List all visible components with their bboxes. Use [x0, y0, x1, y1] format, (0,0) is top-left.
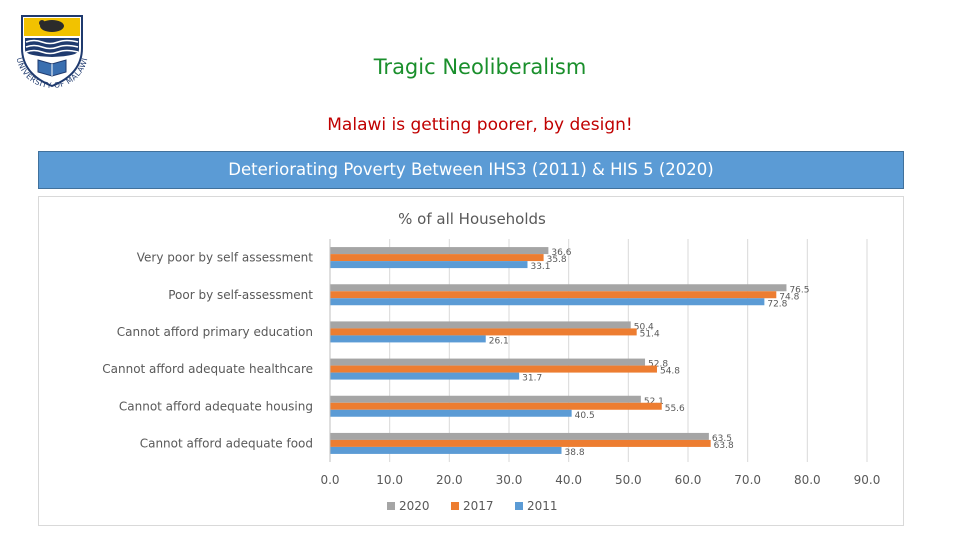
bar: [330, 409, 572, 417]
bar: [330, 335, 486, 343]
bar: [330, 321, 631, 329]
x-tick-label: 70.0: [734, 473, 761, 487]
bar: [330, 247, 549, 255]
bar: [330, 358, 646, 366]
x-tick-label: 90.0: [854, 473, 881, 487]
x-tick-label: 50.0: [615, 473, 642, 487]
x-tick-label: 80.0: [794, 473, 821, 487]
bar: [330, 365, 657, 373]
category-label: Cannot afford primary education: [117, 325, 313, 339]
category-label: Poor by self-assessment: [168, 288, 313, 302]
legend-label: 2011: [527, 499, 558, 513]
data-label: 38.8: [565, 448, 585, 458]
university-crest-icon: UNIVERSITY OF MALAWI: [15, 15, 89, 90]
bar-chart: % of all Households 0.0 10.0 20.0 30.0 40.0 50…: [102, 210, 881, 513]
bar: [330, 298, 765, 306]
data-label: 26.1: [489, 336, 509, 346]
bar: [330, 284, 787, 292]
legend-swatch: [451, 502, 459, 510]
bar: [330, 254, 544, 262]
bar: [330, 432, 709, 440]
chart-title: % of all Households: [398, 210, 546, 228]
section-banner: Deteriorating Poverty Between IHS3 (2011…: [38, 151, 904, 189]
data-label: 74.8: [779, 292, 799, 302]
category-label: Cannot afford adequate housing: [119, 399, 313, 413]
data-label: 33.1: [530, 262, 550, 272]
bar: [330, 402, 662, 410]
data-label: 50.4: [634, 322, 654, 332]
data-label: 52.1: [644, 397, 664, 407]
bar: [330, 261, 528, 269]
bar: [330, 372, 520, 380]
legend-label: 2017: [463, 499, 494, 513]
data-label: 40.5: [575, 411, 595, 421]
category-label: Very poor by self assessment: [137, 251, 314, 265]
data-label: 51.4: [640, 329, 660, 339]
x-tick-label: 10.0: [376, 473, 403, 487]
data-label: 36.6: [551, 248, 571, 258]
legend-swatch: [387, 502, 395, 510]
x-tick-label: 60.0: [675, 473, 702, 487]
data-label: 76.5: [789, 285, 809, 295]
data-label: 54.8: [660, 367, 680, 377]
legend-swatch: [515, 502, 523, 510]
bar: [330, 395, 641, 403]
bar: [330, 291, 777, 299]
data-label: 35.8: [547, 255, 567, 265]
bar: [330, 328, 637, 336]
bar: [330, 446, 562, 454]
x-tick-label: 40.0: [555, 473, 582, 487]
x-tick-label: 0.0: [320, 473, 339, 487]
data-label: 52.8: [648, 360, 668, 370]
legend-label: 2020: [399, 499, 430, 513]
chart-frame: % of all Households 0.0 10.0 20.0 30.0 40.0 50…: [38, 196, 904, 526]
category-label: Cannot afford adequate food: [140, 436, 313, 450]
data-label: 55.6: [665, 404, 685, 414]
university-logo: UNIVERSITY OF MALAWI: [4, 2, 100, 98]
category-label: Cannot afford adequate healthcare: [102, 362, 313, 376]
slide-title: Tragic Neoliberalism: [373, 55, 587, 79]
x-tick-label: 30.0: [496, 473, 523, 487]
slide-subtitle: Malawi is getting poorer, by design!: [327, 115, 633, 135]
data-label: 63.5: [712, 434, 732, 444]
bar: [330, 439, 711, 447]
x-tick-label: 20.0: [436, 473, 463, 487]
data-label: 72.8: [767, 299, 787, 309]
data-label: 63.8: [714, 441, 734, 451]
data-label: 31.7: [522, 374, 542, 384]
